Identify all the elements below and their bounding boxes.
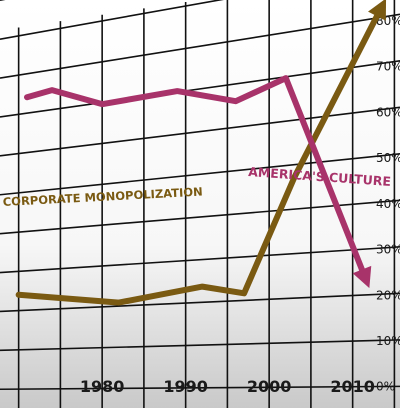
y-tick-label: 60%	[376, 105, 400, 119]
grid-line-horizontal	[0, 0, 224, 40]
y-tick-label: 0%	[376, 380, 395, 394]
grid-line-horizontal	[0, 339, 400, 352]
y-tick-label: 70%	[376, 60, 400, 74]
grid-line-horizontal	[0, 13, 400, 79]
y-tick-label: 40%	[376, 197, 400, 211]
grid-line-horizontal	[0, 153, 400, 196]
y-tick-label: 30%	[376, 243, 400, 257]
grid-line-horizontal	[0, 385, 400, 391]
y-tick-label: 50%	[376, 151, 400, 165]
x-tick-label: 2000	[247, 377, 292, 396]
grid-line-horizontal	[0, 60, 400, 118]
y-tick-label: 20%	[376, 288, 400, 302]
grid-line-horizontal	[0, 292, 400, 313]
series-arrowhead-1	[352, 265, 372, 289]
x-tick-label: 1980	[80, 377, 125, 396]
series-group	[15, 0, 387, 306]
grid-line-horizontal	[0, 246, 400, 274]
y-axis-ticks: 0%10%20%30%40%50%60%70%80%90%	[376, 14, 400, 394]
series-line-0	[15, 6, 384, 306]
x-axis-ticks: 19801990200020102020	[80, 377, 375, 396]
x-tick-label: 2010	[330, 377, 375, 396]
series-arrowhead-0	[368, 0, 387, 21]
grid-line-horizontal	[0, 199, 400, 235]
y-tick-label: 10%	[376, 334, 400, 348]
grid-line-horizontal	[0, 106, 400, 157]
x-tick-label: 1990	[163, 377, 208, 396]
